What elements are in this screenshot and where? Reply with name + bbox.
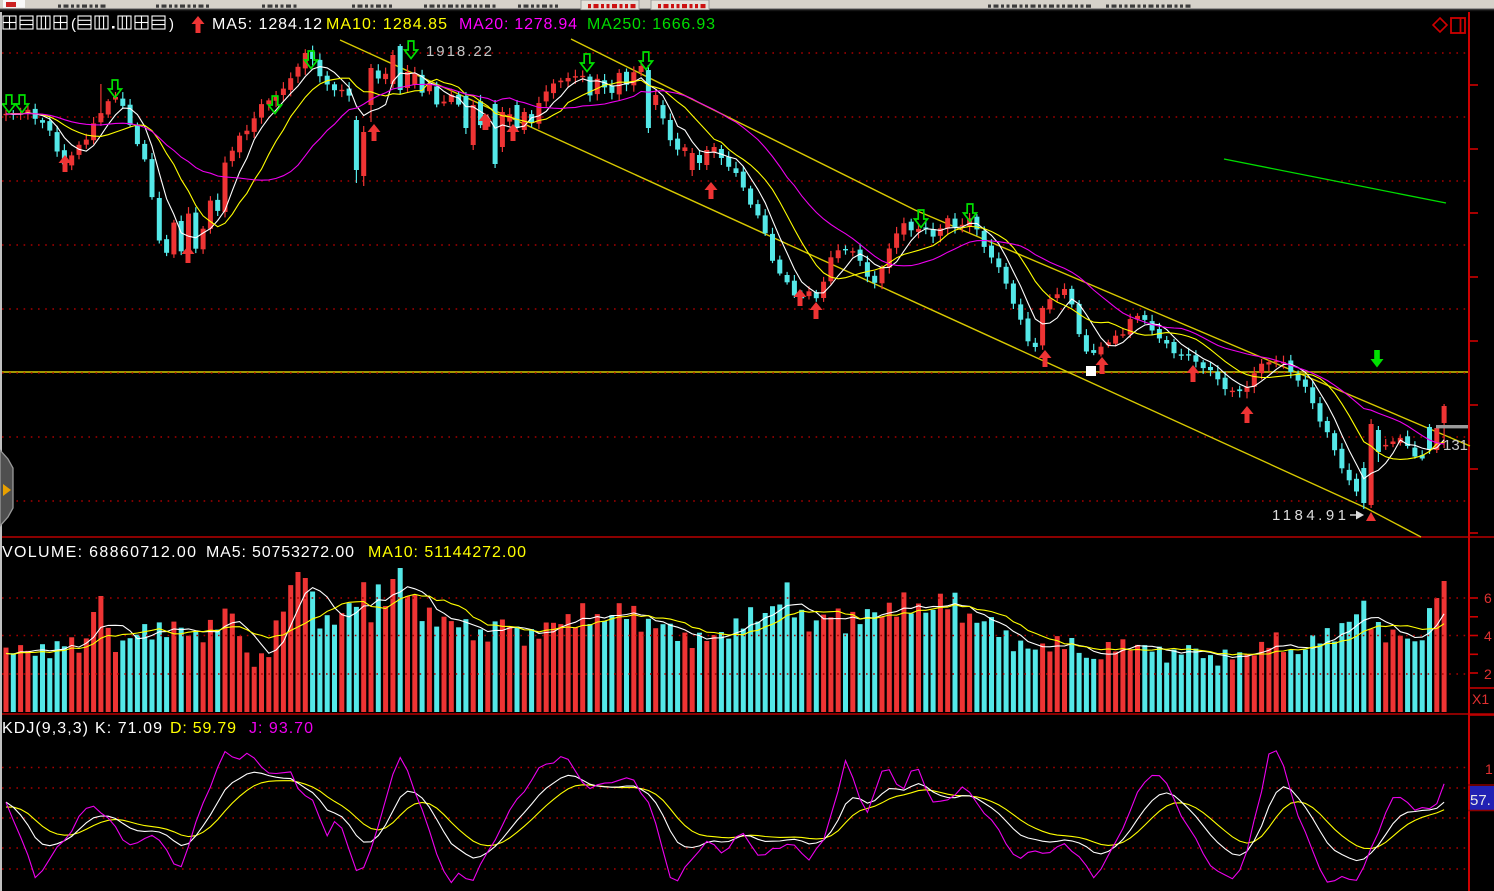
svg-text:2: 2 bbox=[1484, 666, 1492, 682]
svg-text:): ) bbox=[169, 16, 174, 33]
svg-text:1184.91: 1184.91 bbox=[1272, 507, 1346, 524]
svg-text:MA5: 1284.12: MA5: 1284.12 bbox=[212, 16, 322, 33]
svg-text:(: ( bbox=[71, 16, 76, 33]
svg-text:J: 93.70: J: 93.70 bbox=[249, 720, 313, 737]
svg-text:4: 4 bbox=[1484, 628, 1492, 644]
svg-text:MA10: 1284.85: MA10: 1284.85 bbox=[326, 16, 447, 33]
svg-text:X1: X1 bbox=[1472, 691, 1489, 707]
svg-text:KDJ(9,3,3): KDJ(9,3,3) bbox=[2, 720, 88, 737]
svg-text:MA10: 51144272.00: MA10: 51144272.00 bbox=[368, 544, 526, 561]
svg-text:MA250: 1666.93: MA250: 1666.93 bbox=[587, 16, 715, 33]
svg-text:1: 1 bbox=[1485, 761, 1493, 777]
svg-text:VOLUME: 68860712.00: VOLUME: 68860712.00 bbox=[2, 544, 196, 561]
svg-text:57.: 57. bbox=[1470, 792, 1491, 809]
svg-text:MA5: 50753272.00: MA5: 50753272.00 bbox=[206, 544, 354, 561]
svg-text:1918.22: 1918.22 bbox=[426, 43, 492, 60]
svg-text:D: 59.79: D: 59.79 bbox=[170, 720, 236, 737]
svg-text:131: 131 bbox=[1443, 437, 1468, 454]
svg-text:K: 71.09: K: 71.09 bbox=[95, 720, 162, 737]
svg-text:6: 6 bbox=[1484, 590, 1492, 606]
svg-text:MA20: 1278.94: MA20: 1278.94 bbox=[459, 16, 577, 33]
